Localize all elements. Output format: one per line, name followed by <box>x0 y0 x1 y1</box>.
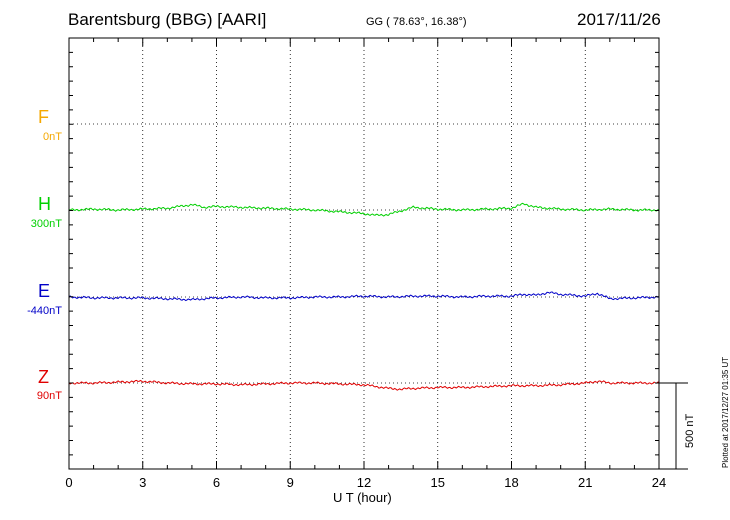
series-line-e <box>68 291 659 302</box>
date-label: 2017/11/26 <box>577 10 661 29</box>
x-tick-label: 0 <box>65 475 72 490</box>
component-baseline-f: 0nT <box>43 131 62 143</box>
plotted-timestamp: Plotted at 2017/12/27 01:35 UT <box>721 356 730 468</box>
x-tick-label: 9 <box>287 475 294 490</box>
component-label-f: F <box>38 107 49 127</box>
axes: 0 3 6 9 12 15 18 21 24 <box>65 37 688 490</box>
station-title: Barentsburg (BBG) [AARI] <box>68 10 267 29</box>
x-tick-label: 21 <box>578 475 592 490</box>
x-tick-label: 12 <box>357 475 371 490</box>
scale-bar-label: 500 nT <box>684 413 696 448</box>
component-baseline-h: 300nT <box>30 218 62 230</box>
component-label-e: E <box>38 281 51 301</box>
coordinates-label: GG ( 78.63°, 16.38°) <box>366 16 467 28</box>
x-tick-label: 6 <box>213 475 220 490</box>
x-tick-label: 24 <box>652 475 666 490</box>
x-tick-label: 3 <box>139 475 146 490</box>
component-baseline-e: -440nT <box>27 305 62 317</box>
component-baseline-z: 90nT <box>36 390 62 402</box>
component-label-z: Z <box>38 367 49 387</box>
component-label-h: H <box>38 194 51 214</box>
grid <box>69 38 659 469</box>
series-group <box>68 202 660 391</box>
x-tick-label: 18 <box>504 475 518 490</box>
x-tick-label: 15 <box>431 475 445 490</box>
series-line-h <box>68 202 660 217</box>
series-line-z <box>68 379 660 391</box>
x-axis-label: U T (hour) <box>333 490 392 505</box>
